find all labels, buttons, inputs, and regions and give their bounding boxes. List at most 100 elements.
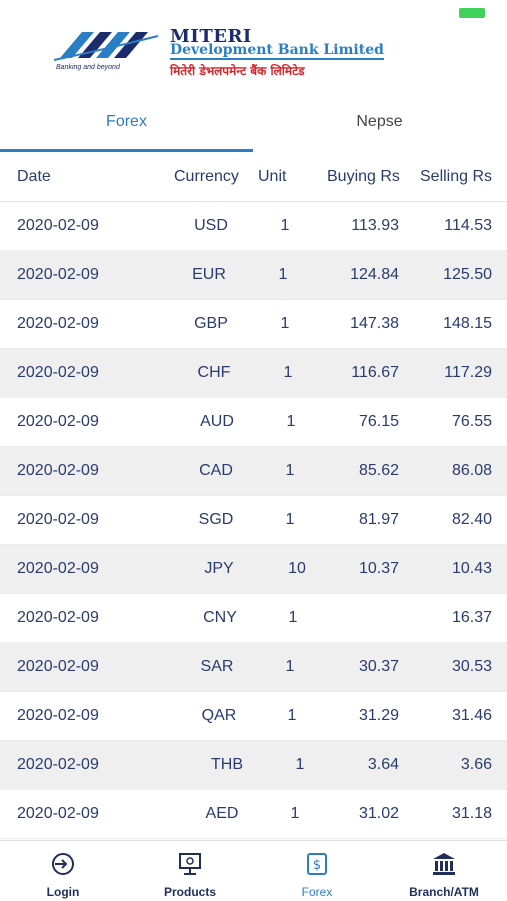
cell-selling: 30.53 bbox=[451, 658, 492, 675]
cell-currency: EUR bbox=[192, 266, 226, 283]
cell-date: 2020-02-09 bbox=[17, 364, 99, 381]
table-header: Date Currency Unit Buying Rs Selling Rs bbox=[0, 152, 507, 202]
nav-branch-atm[interactable]: Branch/ATM bbox=[381, 841, 507, 901]
cell-selling: 86.08 bbox=[451, 462, 492, 479]
cell-unit: 1 bbox=[278, 266, 288, 283]
nav-products[interactable]: Products bbox=[127, 841, 253, 901]
login-icon bbox=[52, 853, 74, 875]
nav-forex-label: Forex bbox=[301, 885, 333, 899]
cell-unit: 1 bbox=[287, 707, 297, 724]
cell-buying: 31.02 bbox=[358, 805, 399, 822]
table-row: 2020-02-09 SGD 1 81.97 82.40 bbox=[0, 496, 507, 545]
cell-unit: 1 bbox=[285, 511, 295, 528]
cell-buying: 3.64 bbox=[367, 756, 399, 773]
cell-currency: CHF bbox=[197, 364, 231, 381]
cell-date: 2020-02-09 bbox=[17, 609, 99, 626]
table-row: 2020-02-09 GBP 1 147.38 148.15 bbox=[0, 300, 507, 349]
tab-bar: Forex Nepse bbox=[0, 92, 507, 152]
cell-selling: 148.15 bbox=[443, 315, 492, 332]
table-row: 2020-02-09 CHF 1 116.67 117.29 bbox=[0, 349, 507, 398]
nav-login[interactable]: Login bbox=[0, 841, 126, 901]
cell-selling: 76.55 bbox=[451, 413, 492, 430]
cell-currency: AED bbox=[205, 805, 239, 822]
header-selling: Selling Rs bbox=[420, 168, 493, 185]
cell-currency: CNY bbox=[203, 609, 237, 626]
table-row: 2020-02-09 THB 1 3.64 3.66 bbox=[0, 741, 507, 790]
bank-building-icon bbox=[433, 853, 455, 875]
tab-forex[interactable]: Forex bbox=[106, 113, 147, 130]
cell-unit: 1 bbox=[280, 315, 290, 332]
nav-login-label: Login bbox=[46, 885, 80, 899]
header-currency: Currency bbox=[174, 168, 239, 185]
cell-unit: 1 bbox=[283, 364, 293, 381]
cell-unit: 1 bbox=[285, 462, 295, 479]
cell-currency: CAD bbox=[199, 462, 233, 479]
bottom-nav-bar: Login Products $ Forex Branch/ATM bbox=[0, 840, 507, 901]
table-row: 2020-02-09 QAR 1 31.29 31.46 bbox=[0, 692, 507, 741]
logo-mark-icon bbox=[53, 32, 159, 61]
header-buying: Buying Rs bbox=[327, 168, 400, 185]
active-tab-indicator bbox=[0, 149, 253, 152]
table-row: 2020-02-09 CNY 1 16.37 bbox=[0, 594, 507, 643]
cell-selling: 82.40 bbox=[451, 511, 492, 528]
svg-text:$: $ bbox=[313, 858, 321, 873]
cell-date: 2020-02-09 bbox=[17, 413, 99, 430]
table-row: 2020-02-09 SAR 1 30.37 30.53 bbox=[0, 643, 507, 692]
cell-date: 2020-02-09 bbox=[17, 511, 99, 528]
cell-buying: 76.15 bbox=[358, 413, 399, 430]
cell-selling: 125.50 bbox=[443, 266, 492, 283]
bank-logo: Banking and beyond MITERI Development Ba… bbox=[52, 26, 442, 78]
nav-products-label: Products bbox=[163, 885, 216, 899]
cell-buying: 113.93 bbox=[351, 217, 399, 234]
cell-unit: 1 bbox=[290, 805, 300, 822]
bank-name-nepali: मितेरी डेभलपमेन्ट बैंक लिमिटेड bbox=[170, 64, 305, 78]
products-icon bbox=[179, 853, 201, 875]
tab-nepse[interactable]: Nepse bbox=[356, 113, 403, 130]
table-row: 2020-02-09 USD 1 113.93 114.53 bbox=[0, 202, 507, 251]
cell-unit: 10 bbox=[288, 560, 306, 577]
nav-forex[interactable]: $ Forex bbox=[254, 841, 380, 901]
cell-buying: 31.29 bbox=[358, 707, 399, 724]
cell-currency: THB bbox=[211, 756, 243, 773]
cell-selling: 16.37 bbox=[451, 609, 492, 626]
cell-date: 2020-02-09 bbox=[17, 560, 99, 577]
cell-buying: 147.38 bbox=[350, 315, 399, 332]
cell-currency: GBP bbox=[194, 315, 228, 332]
table-row: 2020-02-09 EUR 1 124.84 125.50 bbox=[0, 251, 507, 300]
logo-tagline: Banking and beyond bbox=[56, 64, 120, 71]
cell-buying: 85.62 bbox=[358, 462, 399, 479]
cell-selling: 3.66 bbox=[460, 756, 492, 773]
cell-currency: SAR bbox=[200, 658, 234, 675]
cell-buying: 81.97 bbox=[358, 511, 399, 528]
nav-branch-atm-label: Branch/ATM bbox=[409, 885, 479, 899]
cell-selling: 31.18 bbox=[451, 805, 492, 822]
cell-unit: 1 bbox=[288, 609, 298, 626]
cell-date: 2020-02-09 bbox=[17, 756, 99, 773]
cell-buying: 116.67 bbox=[351, 364, 399, 381]
table-row: 2020-02-09 AUD 1 76.15 76.55 bbox=[0, 398, 507, 447]
cell-date: 2020-02-09 bbox=[17, 217, 99, 234]
header-date: Date bbox=[17, 168, 51, 185]
cell-date: 2020-02-09 bbox=[17, 315, 99, 332]
forex-table-body: 2020-02-09 USD 1 113.93 114.53 2020-02-09 EUR 1… bbox=[0, 202, 507, 839]
cell-currency: QAR bbox=[201, 707, 237, 724]
cell-date: 2020-02-09 bbox=[17, 805, 99, 822]
table-row: 2020-02-09 CAD 1 85.62 86.08 bbox=[0, 447, 507, 496]
cell-currency: AUD bbox=[200, 413, 234, 430]
cell-unit: 1 bbox=[295, 756, 305, 773]
cell-buying: 124.84 bbox=[350, 266, 399, 283]
forex-icon: $ bbox=[307, 853, 327, 875]
cell-selling: 114.53 bbox=[444, 217, 492, 234]
cell-selling: 31.46 bbox=[451, 707, 492, 724]
cell-unit: 1 bbox=[285, 658, 295, 675]
cell-selling: 117.29 bbox=[444, 364, 492, 381]
cell-unit: 1 bbox=[286, 413, 296, 430]
cell-buying: 10.37 bbox=[358, 560, 399, 577]
cell-currency: SGD bbox=[198, 511, 234, 528]
cell-date: 2020-02-09 bbox=[17, 462, 99, 479]
table-row: 2020-02-09 AED 1 31.02 31.18 bbox=[0, 790, 507, 839]
bank-name: MITERI bbox=[170, 26, 252, 47]
cell-buying: 30.37 bbox=[358, 658, 399, 675]
cell-date: 2020-02-09 bbox=[17, 266, 99, 283]
battery-icon bbox=[459, 8, 485, 18]
